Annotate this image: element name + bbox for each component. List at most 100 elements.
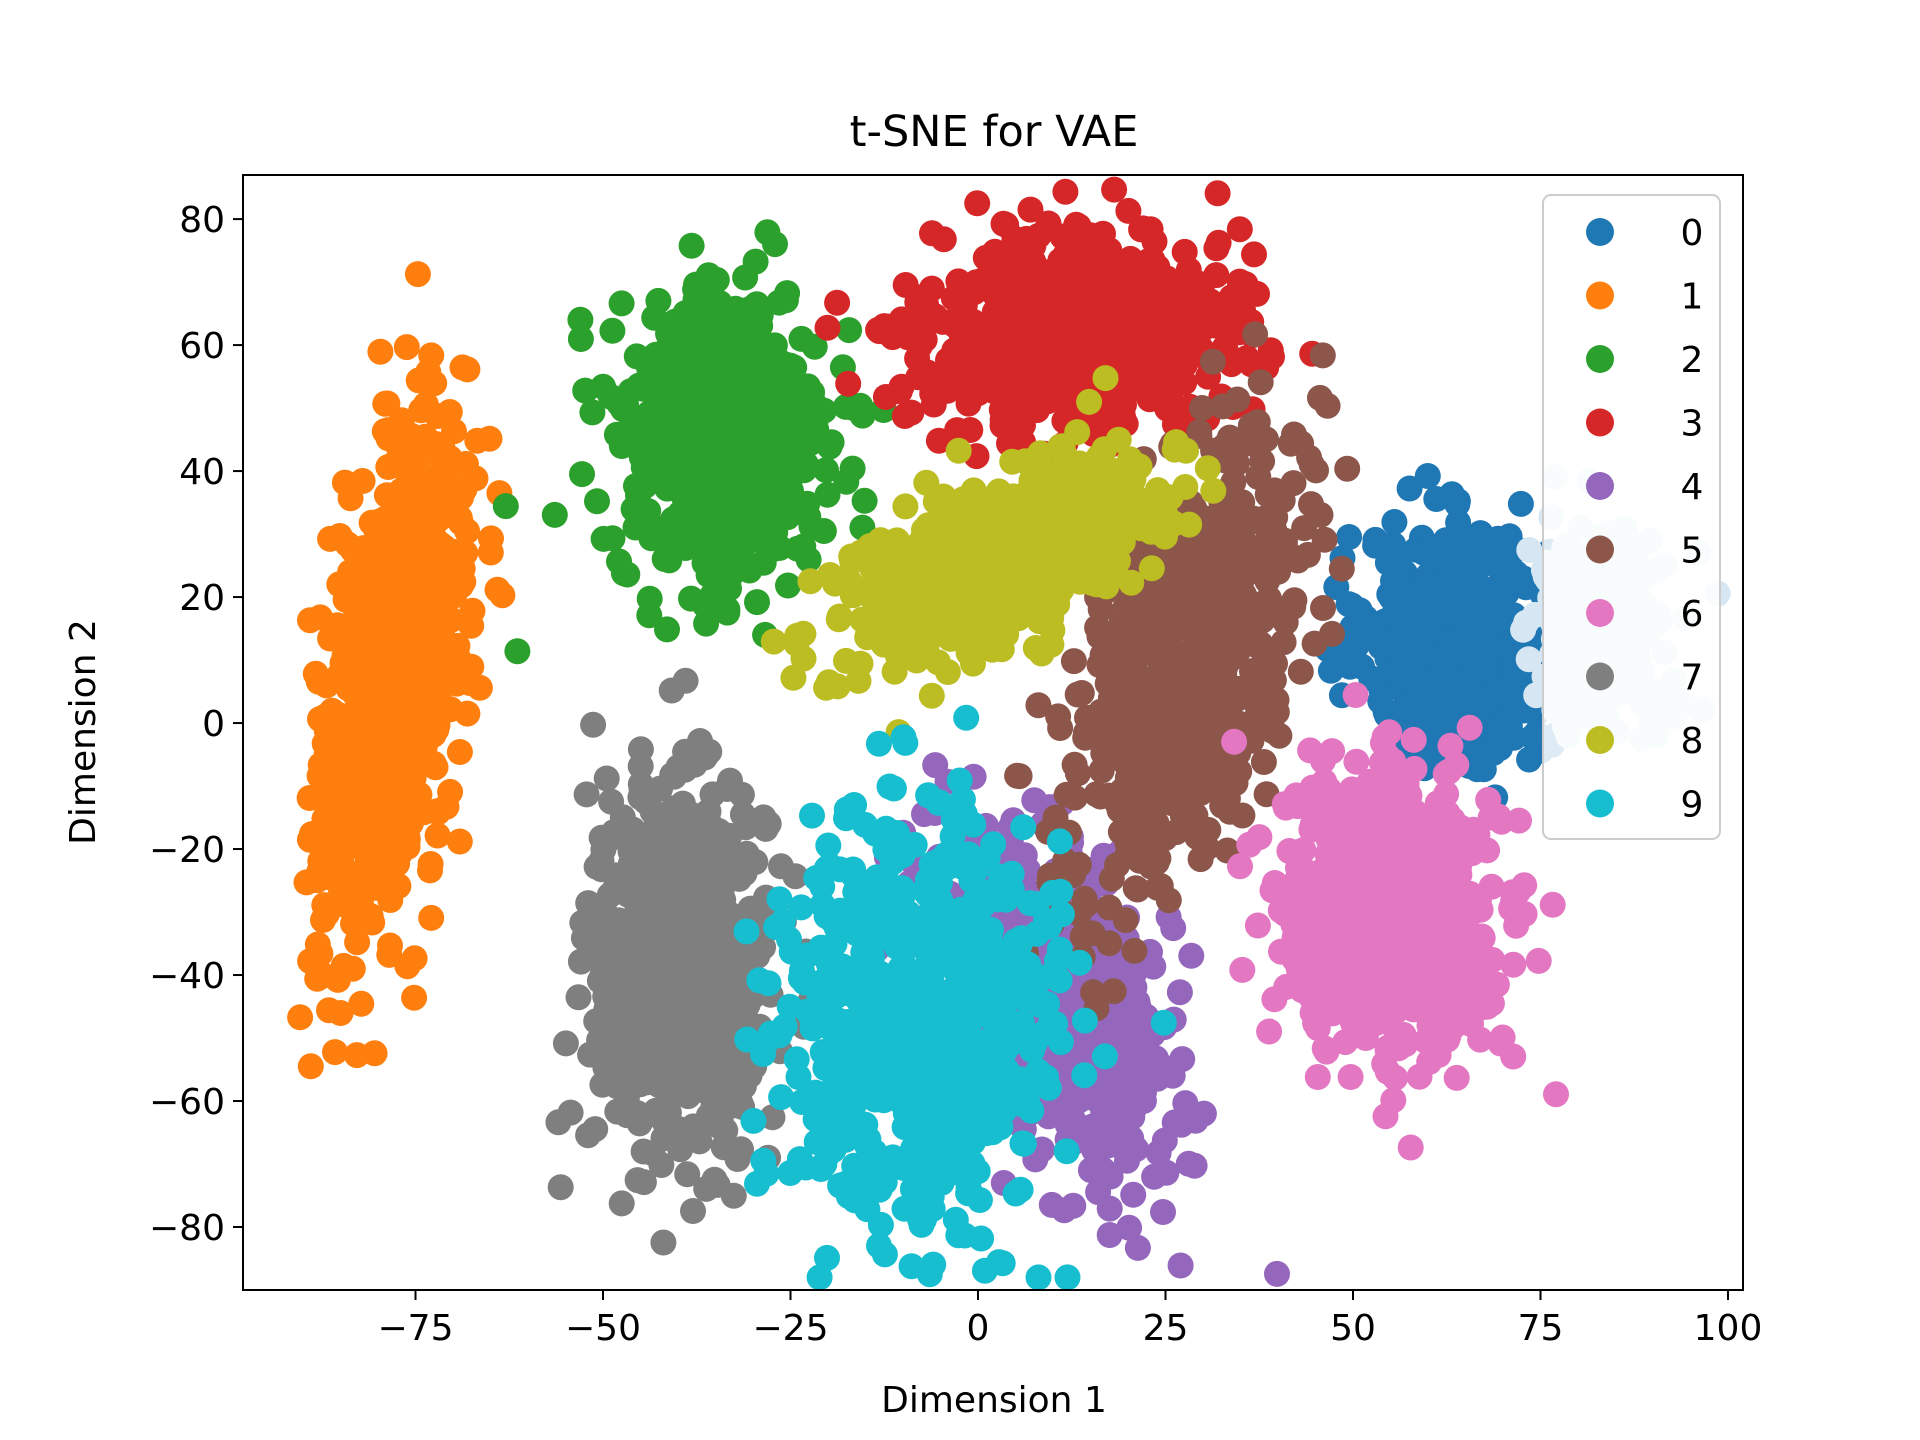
data-point	[1165, 728, 1192, 755]
data-point	[978, 318, 1005, 345]
data-point	[1013, 225, 1040, 252]
data-point	[1466, 886, 1492, 913]
data-point	[552, 1030, 579, 1057]
data-point	[1483, 678, 1510, 705]
data-point	[1433, 694, 1460, 721]
data-point	[1445, 509, 1472, 536]
data-point	[1144, 874, 1171, 901]
data-point	[1121, 937, 1148, 964]
data-point	[627, 736, 654, 763]
data-point	[743, 327, 769, 354]
data-point	[1033, 334, 1060, 361]
data-point	[1358, 969, 1385, 996]
data-point	[484, 576, 511, 603]
data-point	[1281, 587, 1308, 614]
data-point	[1160, 915, 1187, 942]
data-point	[1456, 714, 1483, 741]
data-point	[324, 790, 351, 817]
data-point	[762, 231, 788, 258]
data-point	[569, 461, 595, 488]
data-point	[1124, 1234, 1151, 1261]
data-point	[1197, 288, 1224, 315]
data-point	[408, 397, 435, 424]
data-point	[1264, 1260, 1290, 1287]
data-point	[580, 711, 607, 738]
data-point	[666, 351, 693, 378]
data-point	[1136, 697, 1163, 724]
data-point	[764, 534, 791, 560]
data-point	[442, 546, 469, 573]
data-point	[1400, 996, 1427, 1023]
data-point	[1195, 816, 1222, 843]
data-point	[1321, 826, 1348, 853]
data-point	[1272, 794, 1299, 821]
data-point	[1250, 749, 1277, 775]
data-point	[636, 602, 663, 629]
data-point	[1443, 1064, 1470, 1091]
data-point	[1338, 592, 1365, 619]
data-point	[992, 384, 1018, 411]
data-point	[1222, 640, 1249, 667]
data-point	[672, 667, 699, 694]
chart-title: t-SNE for VAE	[850, 107, 1139, 157]
data-point	[1304, 1064, 1331, 1090]
data-point	[1304, 1015, 1331, 1041]
data-point	[1258, 709, 1285, 736]
data-point	[1467, 520, 1494, 547]
data-point	[372, 390, 399, 417]
data-point	[1259, 343, 1285, 370]
data-point	[1382, 1064, 1409, 1091]
data-point	[1089, 1165, 1116, 1192]
data-point	[1061, 784, 1088, 811]
data-point	[1516, 746, 1543, 773]
data-point	[1178, 942, 1205, 969]
data-point	[964, 190, 991, 217]
data-point	[1017, 196, 1044, 223]
data-point	[1256, 1018, 1283, 1045]
data-point	[749, 408, 776, 435]
data-point	[782, 438, 808, 465]
data-point	[1484, 607, 1511, 634]
data-point	[1101, 176, 1128, 203]
data-point	[1256, 680, 1282, 707]
data-point	[1104, 651, 1131, 678]
data-point	[355, 765, 382, 791]
data-point	[1313, 854, 1340, 881]
data-point	[599, 525, 626, 552]
data-point	[1539, 891, 1566, 918]
data-point	[1179, 575, 1206, 602]
data-point	[866, 318, 893, 345]
data-point	[452, 450, 479, 477]
data-point	[795, 503, 822, 530]
data-point	[1141, 335, 1168, 362]
data-point	[851, 487, 878, 514]
data-point	[1489, 1024, 1516, 1051]
data-point	[1336, 524, 1363, 550]
data-point	[307, 940, 334, 967]
data-point	[1429, 938, 1456, 965]
data-point	[695, 262, 722, 289]
data-point	[504, 638, 531, 665]
data-point	[326, 571, 353, 598]
data-point	[1247, 369, 1274, 396]
data-point	[417, 857, 443, 884]
data-point	[1416, 1024, 1443, 1051]
data-point	[1023, 260, 1050, 287]
data-point	[1203, 235, 1230, 262]
data-point	[1378, 934, 1405, 961]
data-point	[1309, 342, 1336, 369]
data-point	[608, 290, 635, 317]
data-point	[1333, 905, 1360, 932]
data-point	[778, 477, 804, 504]
data-point	[1061, 271, 1088, 298]
data-point	[458, 612, 485, 639]
data-point	[1400, 726, 1427, 753]
data-point	[1319, 620, 1345, 647]
data-point	[1414, 463, 1441, 489]
data-point	[1143, 791, 1170, 818]
data-point	[305, 668, 332, 695]
data-point	[307, 848, 334, 875]
data-point	[1305, 932, 1332, 959]
data-point	[1435, 758, 1462, 785]
